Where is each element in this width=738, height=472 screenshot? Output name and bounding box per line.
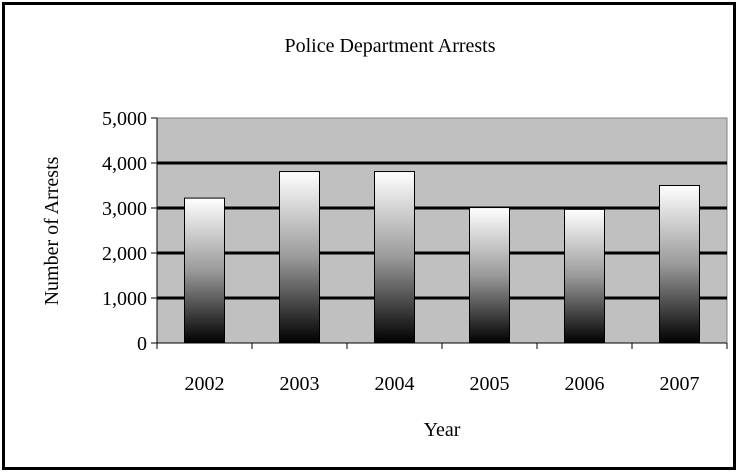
y-axis-label: Number of Arrests	[41, 156, 63, 305]
x-tick-label: 2007	[660, 373, 700, 395]
bar-2002	[185, 198, 225, 343]
x-tick-label: 2004	[375, 373, 415, 395]
x-tick-label: 2005	[470, 373, 510, 395]
x-tick-label: 2003	[280, 373, 320, 395]
y-tick-labels: 0 1,000 2,000 3,000 4,000 5,000	[102, 108, 147, 355]
x-tick-label: 2006	[565, 373, 605, 395]
bar-2005	[470, 208, 510, 343]
x-axis-label: Year	[424, 419, 461, 441]
y-tick-label: 2,000	[102, 243, 147, 265]
bar-2006	[565, 209, 605, 343]
x-tick-label: 2002	[185, 373, 225, 395]
plot-area	[157, 118, 727, 343]
x-tick-labels: 2002 2003 2004 2005 2006 2007	[185, 373, 700, 395]
y-tick-label: 3,000	[102, 198, 147, 220]
bar-2004	[375, 172, 415, 343]
y-tick-label: 5,000	[102, 108, 147, 130]
y-tick-label: 0	[137, 333, 147, 355]
bar-2007	[660, 186, 700, 344]
chart-title: Police Department Arrests	[284, 35, 495, 57]
y-tick-label: 1,000	[102, 288, 147, 310]
y-tick-label: 4,000	[102, 153, 147, 175]
bar-2003	[280, 172, 320, 343]
